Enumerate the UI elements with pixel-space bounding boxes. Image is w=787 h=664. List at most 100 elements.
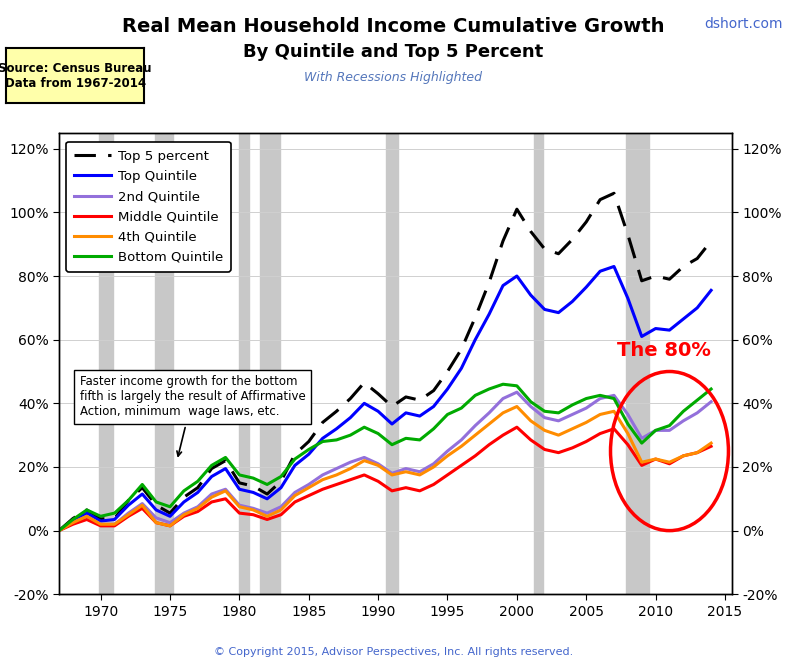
Middle Quintile [443,471,453,479]
2nd Quintile [484,409,493,417]
Middle Quintile [221,495,231,503]
Line: 2nd Quintile: 2nd Quintile [59,392,711,531]
Bottom Quintile [609,394,619,402]
Bottom Quintile [262,481,272,489]
2nd Quintile [221,485,231,493]
Middle Quintile [512,423,522,431]
4th Quintile [151,519,161,527]
Top Quintile [304,450,313,458]
2nd Quintile [429,459,438,467]
2nd Quintile [401,465,411,473]
Bar [386,133,397,594]
Middle Quintile [596,430,605,438]
Top Quintile [262,495,272,503]
Bottom Quintile [151,498,161,506]
2nd Quintile [554,417,563,425]
4th Quintile [165,522,175,530]
2nd Quintile [262,509,272,517]
Top 5 percent [179,493,189,501]
Top 5 percent [304,438,313,446]
Bottom Quintile [235,471,244,479]
Bottom Quintile [249,474,258,482]
2nd Quintile [249,505,258,513]
Top Quintile [360,399,369,407]
Top 5 percent [554,250,563,258]
4th Quintile [193,505,202,513]
Top 5 percent [151,501,161,509]
Top 5 percent [707,237,716,245]
Bottom Quintile [596,391,605,399]
Top Quintile [332,425,342,433]
Top Quintile [96,517,105,525]
Bar [99,133,113,594]
Top Quintile [401,409,411,417]
Middle Quintile [110,522,120,530]
Top Quintile [567,297,577,305]
Top Quintile [82,509,91,517]
Top 5 percent [498,237,508,245]
Top 5 percent [165,509,175,517]
Middle Quintile [151,519,161,527]
Top Quintile [373,407,382,415]
4th Quintile [276,506,286,514]
Top Quintile [193,489,202,497]
4th Quintile [623,430,633,438]
Bottom Quintile [221,454,231,461]
Top Quintile [429,402,438,410]
Top Quintile [165,513,175,521]
4th Quintile [207,493,216,501]
Top Quintile [124,501,133,509]
Bottom Quintile [138,481,147,489]
4th Quintile [637,458,646,466]
2nd Quintile [96,521,105,529]
Bottom Quintile [456,404,466,412]
Top Quintile [707,286,716,294]
Middle Quintile [373,477,382,485]
Top Quintile [54,527,64,535]
4th Quintile [567,425,577,433]
Bottom Quintile [318,438,327,446]
Middle Quintile [304,491,313,499]
Middle Quintile [262,515,272,523]
Top 5 percent [235,479,244,487]
2nd Quintile [82,513,91,521]
Text: Faster income growth for the bottom
fifth is largely the result of Affirmative
A: Faster income growth for the bottom fift… [79,375,305,456]
2nd Quintile [110,521,120,529]
Bottom Quintile [526,398,535,406]
Top 5 percent [609,189,619,197]
Top 5 percent [582,218,591,226]
Bottom Quintile [401,434,411,442]
2nd Quintile [332,465,342,473]
Top Quintile [540,305,549,313]
Bottom Quintile [651,426,660,434]
Top Quintile [151,506,161,514]
4th Quintile [707,439,716,447]
Bottom Quintile [665,422,674,430]
Bottom Quintile [582,394,591,402]
Middle Quintile [678,452,688,459]
Top Quintile [637,333,646,341]
4th Quintile [221,487,231,495]
Top 5 percent [456,345,466,353]
4th Quintile [138,501,147,509]
Bottom Quintile [567,401,577,409]
Top 5 percent [484,278,493,286]
Bottom Quintile [68,515,78,523]
4th Quintile [304,483,313,491]
4th Quintile [443,452,453,459]
4th Quintile [540,426,549,434]
Top Quintile [387,420,397,428]
2nd Quintile [456,436,466,444]
2nd Quintile [665,426,674,434]
Bottom Quintile [54,527,64,535]
Middle Quintile [484,441,493,449]
Middle Quintile [82,515,91,523]
4th Quintile [401,467,411,475]
Top 5 percent [207,465,216,473]
Top Quintile [484,310,493,318]
4th Quintile [387,471,397,479]
Line: 4th Quintile: 4th Quintile [59,406,711,531]
Bottom Quintile [124,497,133,505]
4th Quintile [332,471,342,479]
Middle Quintile [360,471,369,479]
